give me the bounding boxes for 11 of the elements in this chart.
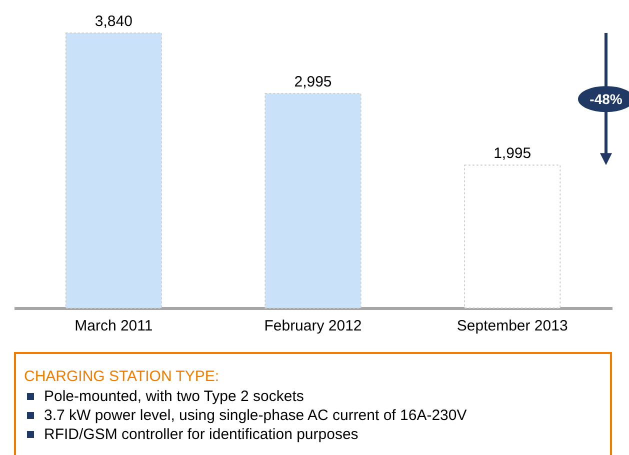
x-tick-label: September 2013 [456,318,568,334]
text: 3.7 kW power level, using single-phase AC current of 16A-230V [43,406,468,425]
text: RFID/GSM controller for identification purposes [43,425,360,444]
text: Pole-mounted, with two Type 2 sockets [43,387,305,406]
data-label: 1,995 [494,145,532,162]
data-label: 3,840 [94,13,132,30]
x-tick-label: February 2012 [264,318,362,334]
text: CHARGING STATION TYPE: [24,368,220,385]
data-label: 2,995 [294,74,332,91]
x-tick-label: March 2011 [74,318,153,334]
annotation: -48% [590,91,623,108]
